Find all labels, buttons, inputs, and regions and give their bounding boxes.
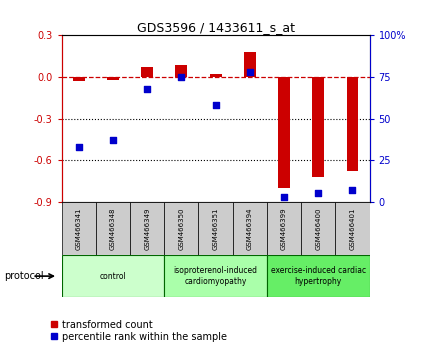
Legend: transformed count, percentile rank within the sample: transformed count, percentile rank withi…	[49, 320, 227, 342]
Text: protocol: protocol	[4, 271, 44, 281]
Point	[349, 187, 356, 193]
Bar	[233, 202, 267, 255]
Bar	[141, 67, 153, 77]
Bar	[335, 202, 370, 255]
Bar	[62, 255, 164, 297]
Point	[281, 194, 288, 200]
Bar	[107, 77, 119, 80]
Bar	[301, 202, 335, 255]
Text: GSM466394: GSM466394	[247, 207, 253, 250]
Bar	[312, 77, 324, 177]
Bar	[244, 52, 256, 77]
Bar	[73, 77, 85, 81]
Bar	[267, 202, 301, 255]
Text: control: control	[99, 272, 126, 281]
Bar	[130, 202, 164, 255]
Text: GSM466341: GSM466341	[76, 207, 82, 250]
Bar	[96, 202, 130, 255]
Text: exercise-induced cardiac
hypertrophy: exercise-induced cardiac hypertrophy	[271, 267, 366, 286]
Text: isoproterenol-induced
cardiomyopathy: isoproterenol-induced cardiomyopathy	[174, 267, 257, 286]
Point	[315, 190, 322, 196]
Point	[110, 137, 117, 143]
Bar	[164, 255, 267, 297]
Bar	[198, 202, 233, 255]
Bar	[278, 77, 290, 188]
Bar	[267, 255, 370, 297]
Text: GSM466348: GSM466348	[110, 207, 116, 250]
Text: GSM466399: GSM466399	[281, 207, 287, 250]
Text: GSM466400: GSM466400	[315, 207, 321, 250]
Point	[212, 102, 219, 108]
Bar	[176, 64, 187, 77]
Point	[246, 69, 253, 75]
Title: GDS3596 / 1433611_s_at: GDS3596 / 1433611_s_at	[136, 21, 295, 34]
Bar	[347, 77, 359, 171]
Text: GSM466401: GSM466401	[349, 207, 356, 250]
Point	[143, 86, 150, 91]
Bar	[62, 202, 96, 255]
Bar	[209, 74, 222, 77]
Point	[178, 74, 185, 80]
Text: GSM466350: GSM466350	[178, 207, 184, 250]
Bar	[164, 202, 198, 255]
Text: GSM466351: GSM466351	[213, 207, 219, 250]
Point	[75, 144, 82, 150]
Text: GSM466349: GSM466349	[144, 207, 150, 250]
